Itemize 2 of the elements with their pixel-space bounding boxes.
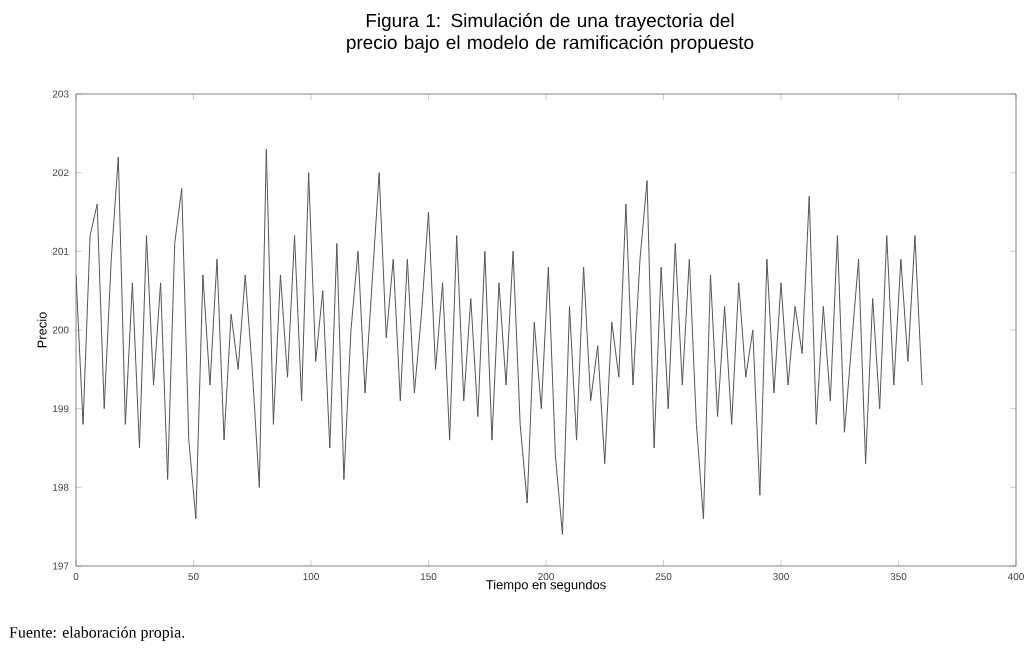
chart-title: Figura 1: Simulación de una trayectoria del precio bajo el modelo de ramificación propuesto xyxy=(347,13,754,53)
line-series xyxy=(76,148,923,536)
